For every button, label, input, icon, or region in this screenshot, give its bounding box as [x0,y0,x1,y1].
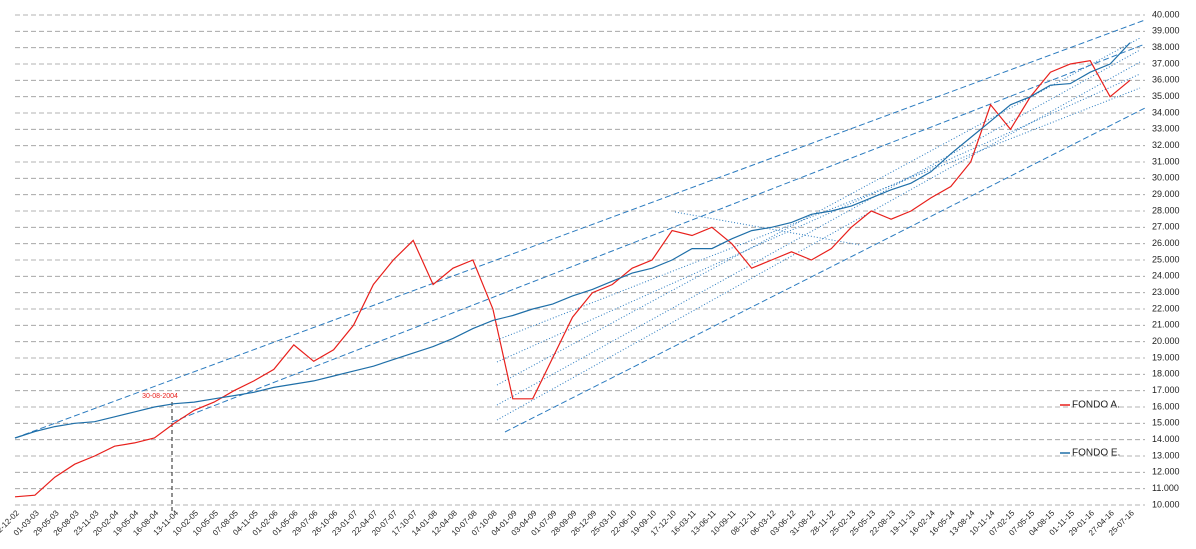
y-tick-label: 21.000 [1152,320,1180,330]
annotation: 30-08-2004 [142,393,178,400]
trend-line [14,19,1146,439]
y-tick-label: 33.000 [1152,124,1180,134]
y-tick-label: 11.000 [1152,483,1179,493]
y-tick-label: 34.000 [1152,107,1180,117]
y-tick-label: 10.000 [1152,499,1180,509]
trend-line [496,73,1141,363]
y-tick-label: 24.000 [1152,271,1180,281]
trend-channel [14,19,1146,439]
y-tick-label: 39.000 [1152,26,1180,36]
y-tick-label: 38.000 [1152,42,1180,52]
y-tick-label: 12.000 [1152,467,1180,477]
y-tick-label: 37.000 [1152,58,1180,68]
y-tick-label: 25.000 [1152,254,1180,264]
y-tick-label: 14.000 [1152,434,1180,444]
trend-line [496,87,1141,341]
plot: 10.000 11.000 12.000 13.000 14.000 15.000 16.0… [0,9,1180,537]
y-tick-label: 19.000 [1152,352,1180,362]
y-tick-label: 32.000 [1152,140,1180,150]
trend-line [496,61,1141,421]
series-line [14,60,1131,498]
y-tick-label: 23.000 [1152,287,1180,297]
series-line [14,42,1131,439]
y-tick-label: 15.000 [1152,418,1180,428]
y-tick-label: 28.000 [1152,205,1180,215]
trend-line [171,43,1146,423]
y-tick-label: 20.000 [1152,336,1180,346]
trend-line [504,107,1146,433]
y-tick-label: 26.000 [1152,238,1180,248]
y-tick-label: 22.000 [1152,303,1180,313]
trend-line [496,37,1141,386]
y-tick-label: 30.000 [1152,173,1180,183]
y-tick-label: 18.000 [1152,369,1180,379]
y-tick-label: 31.000 [1152,156,1180,166]
legend-label: FONDO E. [1072,448,1120,459]
y-tick-label: 17.000 [1152,385,1180,395]
legend-label: FONDO A. [1072,400,1120,411]
y-tick-label: 40.000 [1152,9,1180,19]
y-tick-label: 35.000 [1152,91,1180,101]
trend-line [496,49,1141,406]
y-tick-label: 27.000 [1152,222,1180,232]
y-tick-label: 16.000 [1152,401,1180,411]
y-tick-label: 13.000 [1152,450,1180,460]
y-tick-label: 36.000 [1152,75,1180,85]
y-tick-label: 29.000 [1152,189,1180,199]
